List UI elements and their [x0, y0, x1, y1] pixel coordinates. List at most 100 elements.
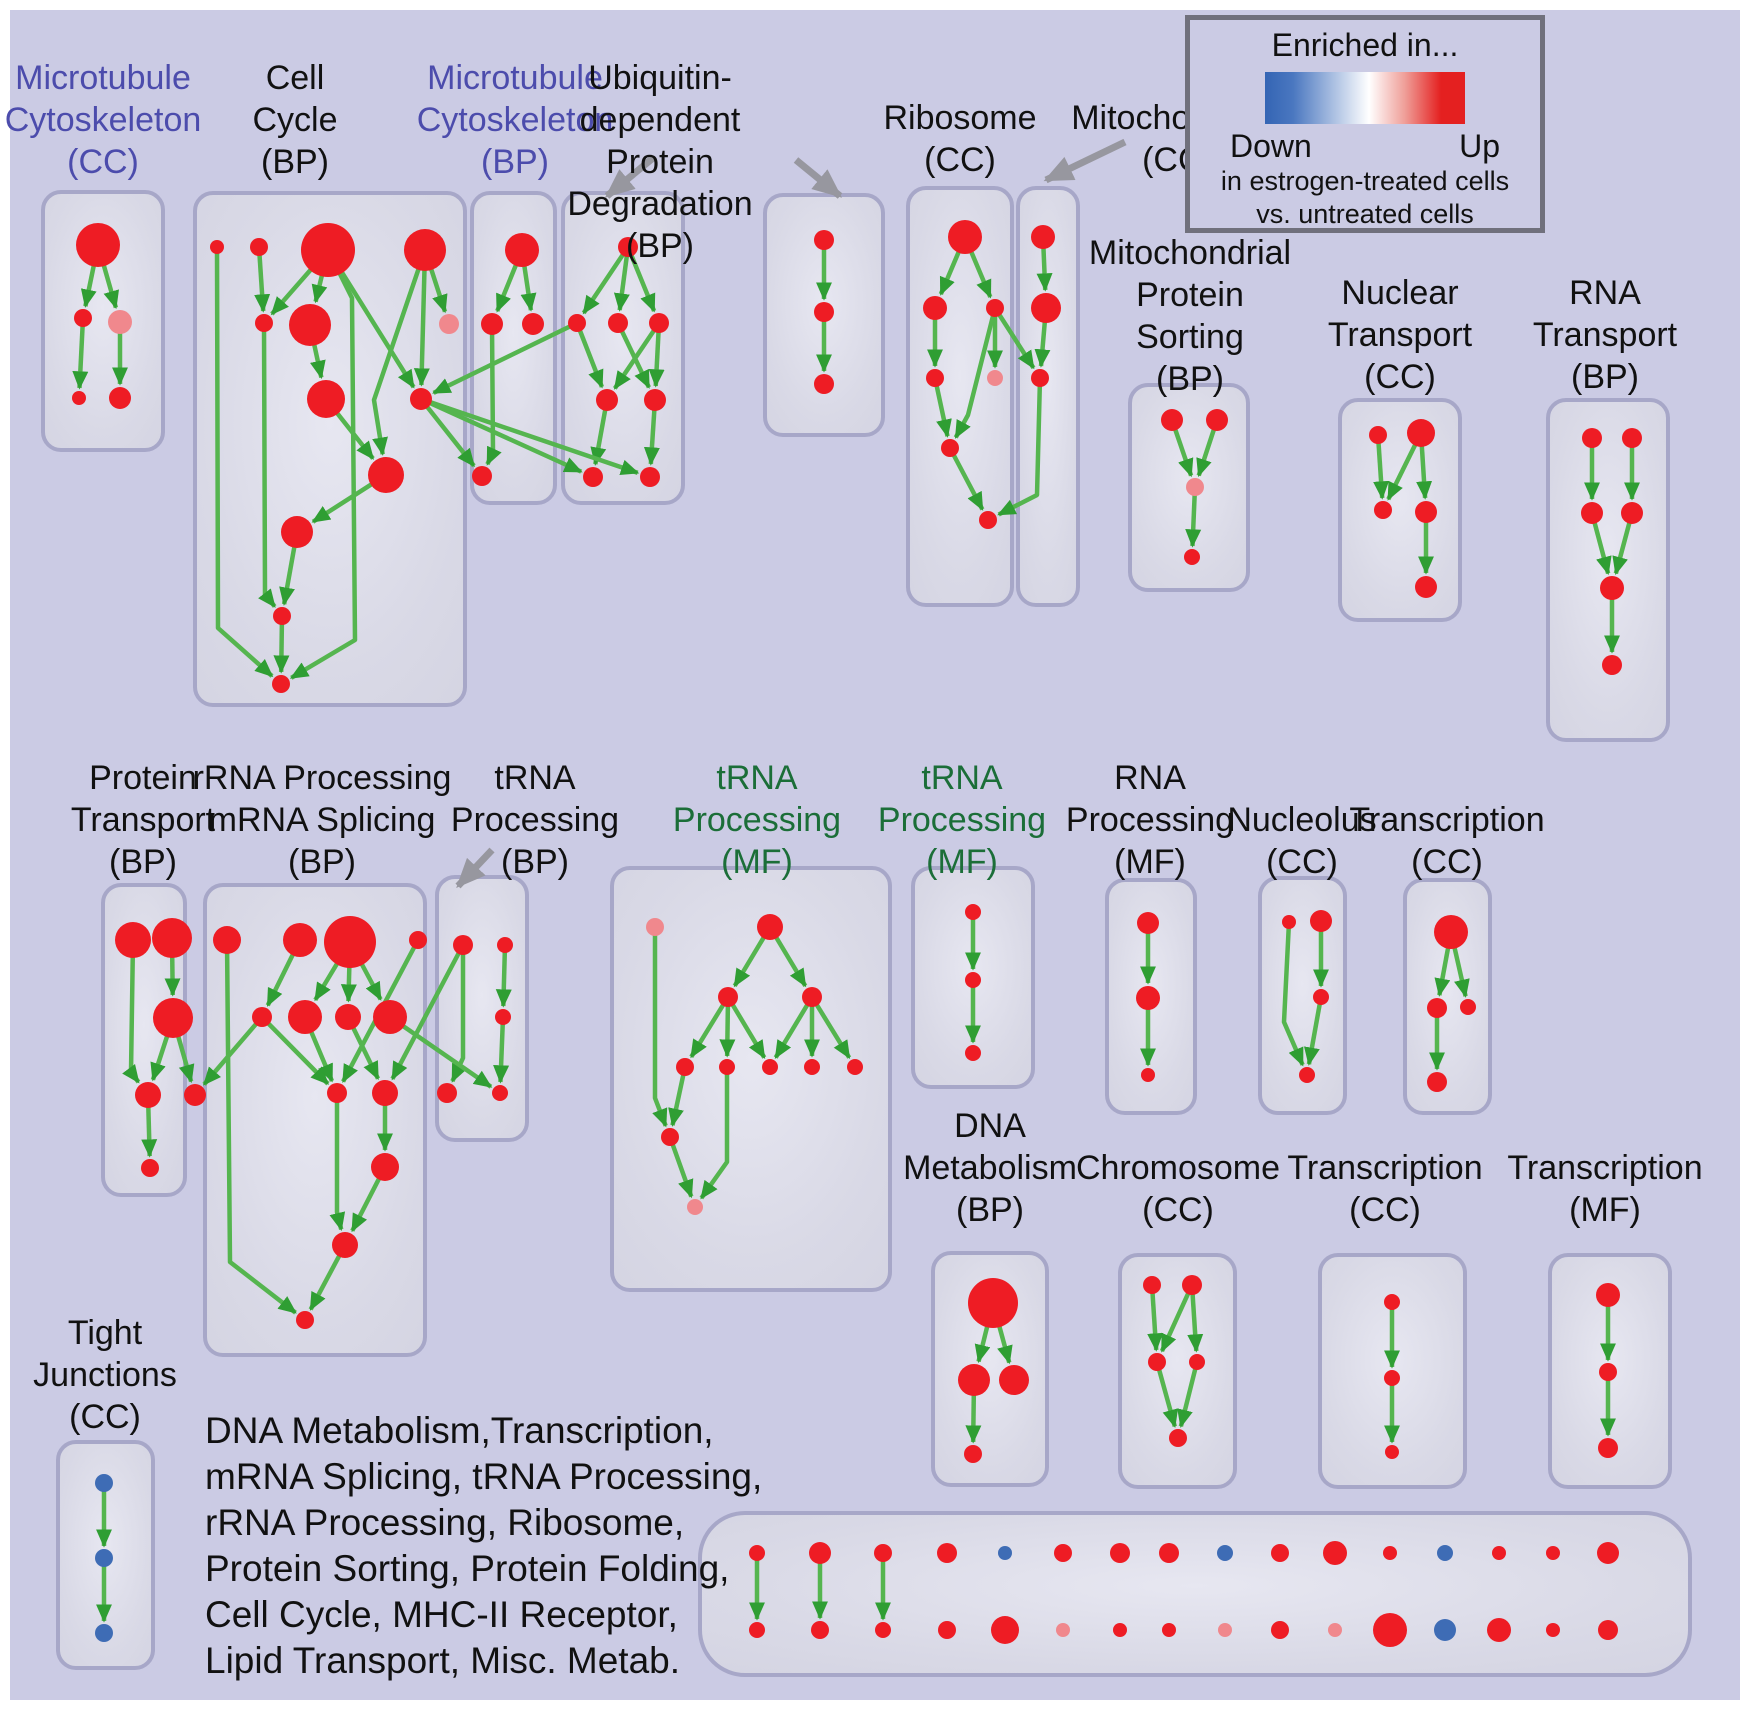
- go-term-node: [1434, 1619, 1456, 1641]
- go-term-node: [1407, 419, 1435, 447]
- go-term-node: [1271, 1544, 1289, 1562]
- go-term-node: [762, 1059, 778, 1075]
- go-term-node: [644, 389, 666, 411]
- cluster-box-chromosome: [1118, 1253, 1237, 1489]
- go-term-node: [296, 1311, 314, 1329]
- go-term-node: [1031, 293, 1061, 323]
- go-term-node: [184, 1084, 206, 1106]
- cluster-box-shared_terms: [698, 1511, 1692, 1677]
- go-term-node: [1427, 998, 1447, 1018]
- edge-arrow: [254, 246, 271, 313]
- go-term-node: [141, 1159, 159, 1177]
- edge-arrow: [726, 995, 767, 1059]
- go-term-node: [809, 1542, 831, 1564]
- misc-note-line: Lipid Transport, Misc. Metab.: [205, 1640, 681, 1681]
- go-term-node: [1282, 915, 1296, 929]
- go-term-node: [335, 1004, 361, 1030]
- go-term-node: [371, 1153, 399, 1181]
- go-term-node: [76, 223, 120, 267]
- go-term-node: [875, 1622, 891, 1638]
- edge-arrow: [574, 322, 605, 389]
- go-term-node: [307, 380, 345, 418]
- misc-note-line: Protein Sorting, Protein Folding,: [205, 1548, 730, 1589]
- go-term-node: [1581, 502, 1603, 524]
- cluster-box-dna_metabolism: [931, 1251, 1049, 1487]
- go-term-node: [749, 1545, 765, 1561]
- go-term-node: [757, 914, 783, 940]
- go-term-node: [999, 1365, 1029, 1395]
- go-term-node: [718, 987, 738, 1007]
- edge-arrow: [689, 995, 730, 1059]
- edge-arrow: [652, 927, 668, 1128]
- go-term-node: [618, 237, 638, 257]
- edge-arrow: [699, 1067, 730, 1200]
- misc-note-line: rRNA Processing, Ribosome,: [205, 1502, 685, 1543]
- edge-arrow: [273, 615, 290, 674]
- go-term-node: [1299, 1067, 1315, 1083]
- go-term-node: [495, 1009, 511, 1025]
- edge-arrow: [420, 396, 640, 476]
- go-term-node: [1597, 1542, 1619, 1564]
- go-term-node: [1492, 1546, 1506, 1560]
- go-term-node: [472, 466, 492, 486]
- go-term-node: [1310, 910, 1332, 932]
- edge-arrow: [329, 1093, 346, 1232]
- edge-arrow: [420, 396, 583, 474]
- go-term-node: [926, 369, 944, 387]
- go-term-node: [1182, 1275, 1202, 1295]
- go-term-node: [288, 1000, 322, 1034]
- edge-arrow: [932, 377, 952, 438]
- go-term-node: [814, 374, 834, 394]
- go-term-node: [1217, 1545, 1233, 1561]
- go-term-node: [811, 1621, 829, 1639]
- edge-arrow: [1159, 1284, 1195, 1353]
- go-term-node: [453, 935, 473, 955]
- go-term-node: [1056, 1623, 1070, 1637]
- go-term-node: [965, 1045, 981, 1061]
- edge-arrow: [388, 1015, 493, 1089]
- legend-up-label: Up: [1459, 128, 1500, 164]
- legend-gradient-bar: [1265, 72, 1465, 124]
- go-term-node: [948, 220, 982, 254]
- cluster-box-mitochondrion: [1016, 186, 1080, 607]
- go-term-node: [749, 1622, 765, 1638]
- edge-arrow: [419, 397, 476, 468]
- edge-arrow: [948, 446, 985, 511]
- go-term-node: [1546, 1546, 1560, 1560]
- go-term-node: [802, 987, 822, 1007]
- go-term-node: [1602, 655, 1622, 675]
- misc-note-line: Cell Cycle, MHC-II Receptor,: [205, 1594, 678, 1635]
- edge-arrow: [953, 307, 998, 439]
- go-term-node: [847, 1059, 863, 1075]
- edge-arrow: [1177, 1361, 1200, 1428]
- go-term-node: [108, 310, 132, 334]
- go-term-node: [273, 607, 291, 625]
- go-term-node: [497, 937, 513, 953]
- go-term-node: [1384, 1294, 1400, 1310]
- cluster-box-rrna: [203, 883, 427, 1357]
- go-term-node: [1374, 501, 1392, 519]
- misc-terms-note: DNA Metabolism,Transcription, mRNA Splic…: [205, 1408, 762, 1684]
- go-term-node: [152, 918, 192, 958]
- go-term-node: [1184, 549, 1200, 565]
- go-term-node: [596, 389, 618, 411]
- go-term-node: [1328, 1623, 1342, 1637]
- edge-arrow: [493, 1016, 510, 1084]
- go-term-node: [608, 313, 628, 333]
- go-term-node: [1600, 576, 1624, 600]
- go-term-node: [409, 931, 427, 949]
- go-term-node: [649, 313, 669, 333]
- label-pointer-arrow: [604, 155, 656, 199]
- edge-arrow: [613, 246, 631, 312]
- go-term-node: [1031, 369, 1049, 387]
- edge-arrow: [1154, 1361, 1179, 1429]
- edge-arrow: [615, 322, 651, 389]
- cluster-box-nucleolus: [1258, 876, 1347, 1115]
- go-term-node: [1136, 986, 1160, 1010]
- go-term-node: [964, 1445, 982, 1463]
- misc-note-line: DNA Metabolism,Transcription,: [205, 1410, 714, 1451]
- edge-arrow: [648, 322, 665, 388]
- go-term-node: [327, 1083, 347, 1103]
